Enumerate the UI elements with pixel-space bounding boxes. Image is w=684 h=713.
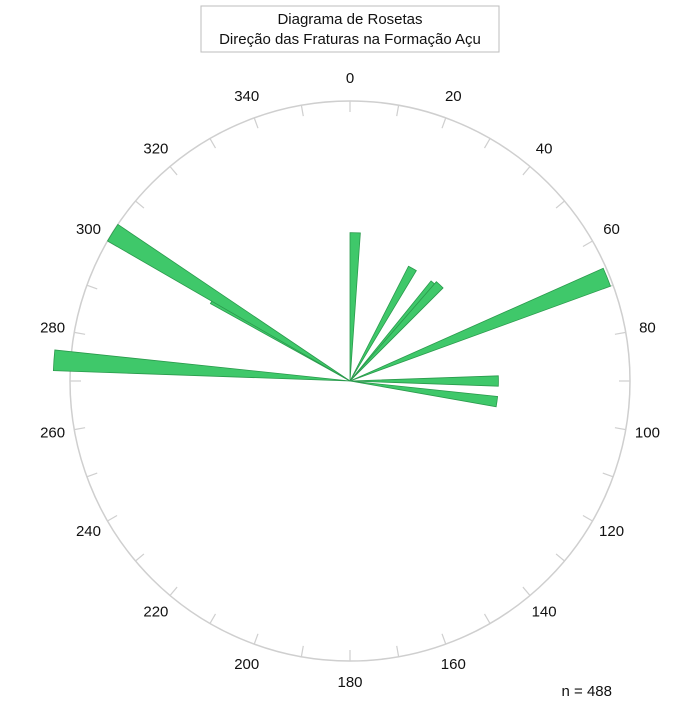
tick-mark xyxy=(555,200,565,209)
chart-subtitle: Direção das Fraturas na Formação Açu xyxy=(219,31,481,48)
petal xyxy=(52,349,351,382)
tick-label: 180 xyxy=(337,674,362,691)
tick-label: 120 xyxy=(599,523,624,540)
tick-mark xyxy=(582,514,593,522)
sample-size-label: n = 488 xyxy=(562,683,612,700)
tick-mark xyxy=(74,427,86,431)
tick-mark xyxy=(86,284,98,290)
tick-mark xyxy=(135,553,145,562)
tick-mark xyxy=(396,105,400,117)
tick-mark xyxy=(300,645,304,657)
petal xyxy=(349,232,361,382)
tick-mark xyxy=(253,117,259,129)
tick-mark xyxy=(602,472,614,478)
tick-mark xyxy=(582,240,593,248)
chart-title: Diagrama de Rosetas xyxy=(277,11,422,28)
tick-mark xyxy=(555,553,565,562)
tick-label: 320 xyxy=(143,141,168,158)
tick-label: 60 xyxy=(603,221,620,238)
petal xyxy=(349,267,611,382)
tick-mark xyxy=(74,331,86,335)
tick-label: 20 xyxy=(445,88,462,105)
tick-labels: 0 20 40 60 80 100 120 140 160 180 200 220 240 260 280 3… xyxy=(40,70,660,691)
petals xyxy=(52,223,611,408)
tick-mark xyxy=(209,613,217,624)
tick-mark xyxy=(483,613,491,624)
petal xyxy=(349,375,499,387)
tick-mark xyxy=(209,138,217,149)
tick-mark xyxy=(396,645,400,657)
petal xyxy=(349,380,499,408)
tick-label: 40 xyxy=(536,141,553,158)
tick-mark xyxy=(253,633,259,645)
tick-label: 260 xyxy=(40,424,65,441)
petal xyxy=(349,281,444,382)
tick-mark xyxy=(441,117,447,129)
tick-mark xyxy=(483,138,491,149)
tick-mark xyxy=(169,586,178,596)
petal xyxy=(106,223,351,382)
tick-mark xyxy=(169,166,178,176)
title-box: Diagrama de Rosetas Direção das Fraturas… xyxy=(200,5,500,53)
title-frame xyxy=(200,5,500,53)
tick-label: 100 xyxy=(635,424,660,441)
tick-mark xyxy=(614,331,626,335)
tick-label: 160 xyxy=(441,656,466,673)
tick-mark xyxy=(614,427,626,431)
tick-mark xyxy=(441,633,447,645)
petal xyxy=(349,265,417,382)
tick-label: 80 xyxy=(639,320,656,337)
tick-label: 280 xyxy=(40,320,65,337)
tick-label: 340 xyxy=(234,88,259,105)
tick-mark xyxy=(135,200,145,209)
tick-mark xyxy=(86,472,98,478)
tick-label: 140 xyxy=(532,603,557,620)
tick-label: 300 xyxy=(76,221,101,238)
tick-label: 240 xyxy=(76,523,101,540)
tick-mark xyxy=(300,105,304,117)
tick-label: 220 xyxy=(143,603,168,620)
tick-mark xyxy=(107,514,118,522)
tick-label: 200 xyxy=(234,656,259,673)
tick-label: 0 xyxy=(346,70,354,87)
tick-mark xyxy=(522,586,531,596)
tick-mark xyxy=(522,166,531,176)
